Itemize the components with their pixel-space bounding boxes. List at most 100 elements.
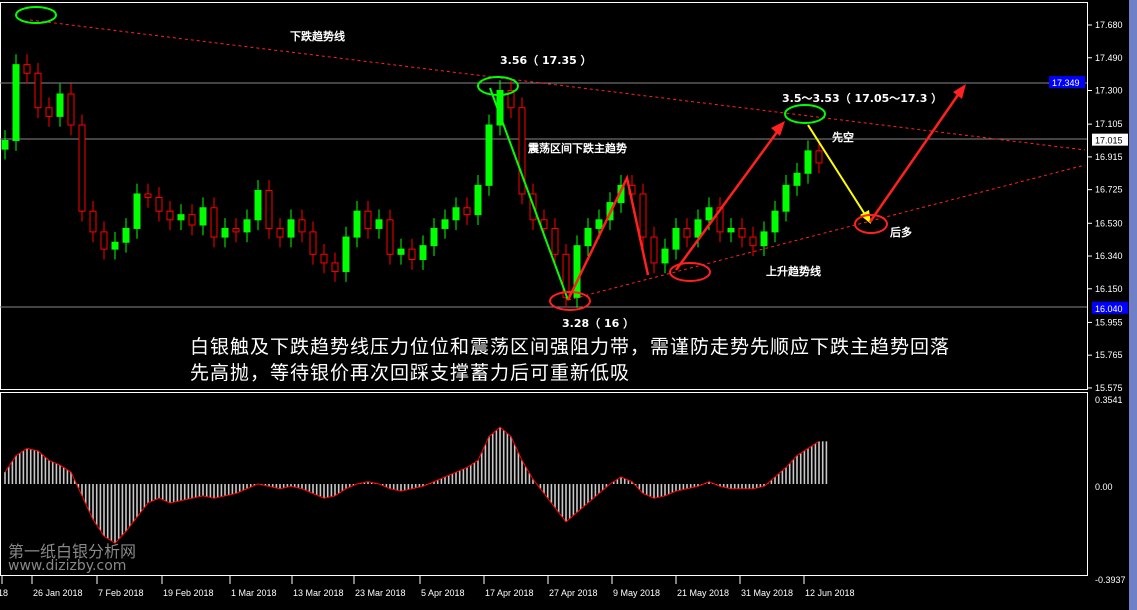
candle-body <box>199 207 207 226</box>
candle-body <box>177 214 185 221</box>
candle-body <box>89 210 97 233</box>
candle-body <box>639 193 647 238</box>
uptrend-line <box>567 164 1086 301</box>
candle-body <box>56 93 64 117</box>
watermark-name: 第一纸白银分析网 <box>8 542 137 561</box>
macd-histogram <box>4 426 828 544</box>
arrow-head-icon <box>860 210 871 224</box>
candle-body <box>474 184 482 216</box>
candle-body <box>716 207 724 233</box>
candle-body <box>45 107 53 117</box>
candle-body <box>760 231 768 247</box>
candle-body <box>452 207 460 221</box>
candle-body <box>243 219 251 233</box>
candle-body <box>397 248 405 255</box>
candle-body <box>1 140 9 150</box>
red-ellipse <box>669 262 711 282</box>
red-arrow-up-1 <box>674 127 782 271</box>
price-tick-label: 17.105 <box>1095 119 1123 129</box>
candle-body <box>342 236 350 273</box>
time-tick-label: 19 Feb 2018 <box>163 588 214 598</box>
price-tick-label: 15.955 <box>1095 317 1123 327</box>
candle-body <box>771 210 779 233</box>
candle-body <box>122 227 130 243</box>
time-tick-label: 31 May 2018 <box>741 588 793 598</box>
time-tick-label: 26 Jan 2018 <box>33 588 83 598</box>
candle-body <box>441 219 449 229</box>
candle-body <box>485 124 493 186</box>
chart-frames <box>0 2 1088 576</box>
price-tick-label: 17.490 <box>1095 53 1123 63</box>
arrow-head-icon <box>771 121 785 136</box>
candle-body <box>518 107 526 195</box>
price-tick-label: 15.575 <box>1095 383 1123 393</box>
price-tick-label: 15.765 <box>1095 350 1123 360</box>
macd-tick-label: 0.3541 <box>1095 395 1123 405</box>
range-label: 震荡区间下跌主趋势 <box>527 141 627 155</box>
candle-body <box>364 210 372 229</box>
macd-tick-label: 0.00 <box>1095 482 1113 492</box>
green-ellipse <box>477 76 519 96</box>
candle-body <box>749 236 757 247</box>
candle-body <box>705 207 713 221</box>
candle-body <box>683 227 691 238</box>
candle-body <box>155 196 163 212</box>
price-tick-label: 17.680 <box>1095 20 1123 30</box>
candle-body <box>815 150 823 164</box>
candle-body <box>507 90 515 109</box>
time-tick-label: 5 Apr 2018 <box>421 588 465 598</box>
green-ellipse <box>15 6 57 24</box>
candle-body <box>111 241 119 250</box>
candle-body <box>694 219 702 238</box>
annotations: 下跌趋势线 3.56（ 17.35 ） 震荡区间下跌主趋势 3.5～3.53（ … <box>15 6 1086 330</box>
green-drop-line <box>489 87 569 301</box>
time-tick-label: 23 Mar 2018 <box>355 588 406 598</box>
red-ellipse <box>549 291 591 311</box>
price-tick-label: 16.150 <box>1095 284 1123 294</box>
commentary-line-1: 白银触及下跌趋势线压力位位和震荡区间强阻力带，需谨防走势先顺应下跌主趋势回落 <box>190 336 951 358</box>
short-first-label: 先空 <box>832 130 854 144</box>
time-tick-label: 21 May 2018 <box>677 588 729 598</box>
red-zigzag <box>566 174 650 301</box>
commentary-line-2: 先高抛，等待银价再次回踩支撑蓄力后可重新低吸 <box>190 362 631 384</box>
candle-body <box>254 190 262 221</box>
candle-body <box>265 190 273 229</box>
uptrend-label: 上升趋势线 <box>766 264 821 278</box>
candles <box>1 54 823 308</box>
candle-body <box>309 231 317 255</box>
high-label: 3.56（ 17.35 ） <box>500 54 592 67</box>
candle-body <box>353 210 361 238</box>
scrollbar[interactable] <box>1129 0 1137 610</box>
candle-body <box>430 227 438 247</box>
candle-body <box>782 184 790 212</box>
candle-body <box>144 193 152 198</box>
time-tick-label: 1 Mar 2018 <box>231 588 277 598</box>
candle-body <box>12 64 20 142</box>
candle-body <box>408 248 416 260</box>
low-price-marker <box>1092 301 1128 314</box>
candle-body <box>100 231 108 250</box>
price-tick-label: 16.530 <box>1095 218 1123 228</box>
long-after-label: 后多 <box>890 225 912 239</box>
candle-body <box>320 253 328 264</box>
price-tick-label: 16.725 <box>1095 185 1123 195</box>
candle-body <box>23 64 31 74</box>
red-arrow-up-2 <box>868 91 962 223</box>
candle-body <box>551 227 559 255</box>
target-label: 3.5～3.53（ 17.05～17.3 ） <box>782 92 942 105</box>
candle-body <box>650 236 658 264</box>
downtrend-label: 下跌趋势线 <box>290 29 345 43</box>
low-price-marker-text: 16.040 <box>1095 304 1123 314</box>
candle-body <box>221 227 229 238</box>
time-tick-label: 17 Apr 2018 <box>485 588 534 598</box>
candle-body <box>298 219 306 233</box>
current-price-marker <box>1092 133 1128 146</box>
price-tick-label: 16.915 <box>1095 152 1123 162</box>
high-price-marker-text: 17.349 <box>1052 78 1080 88</box>
green-ellipse <box>784 104 826 124</box>
candle-body <box>166 210 174 221</box>
candle-body <box>584 227 592 247</box>
candle-body <box>793 172 801 186</box>
candle-body <box>804 150 812 174</box>
